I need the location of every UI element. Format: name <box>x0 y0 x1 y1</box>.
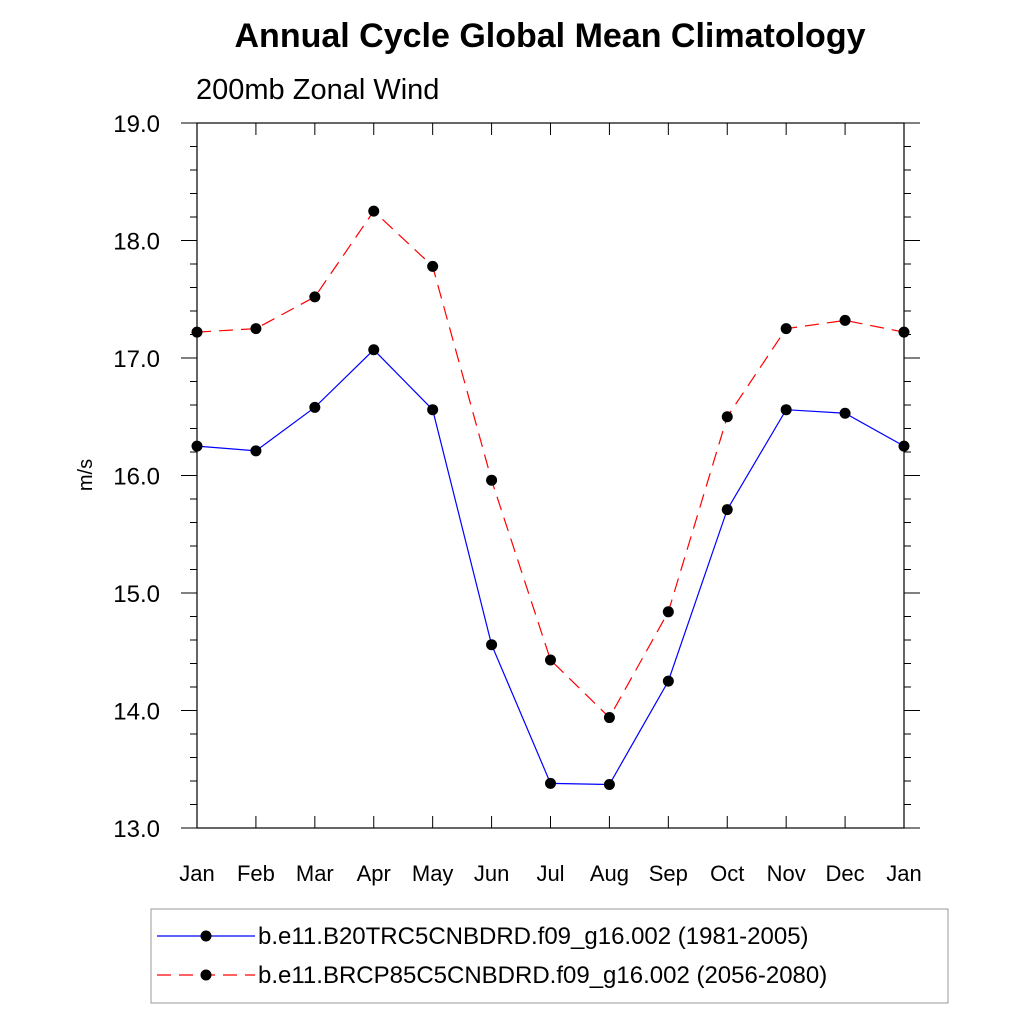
plot-frame <box>196 122 905 829</box>
x-tick-label: Nov <box>767 861 806 886</box>
data-point <box>662 606 674 618</box>
data-point <box>839 314 851 326</box>
data-point <box>486 639 498 651</box>
x-tick-label: Feb <box>237 861 275 886</box>
y-tick-label: 19.0 <box>113 111 160 138</box>
y-tick-label: 17.0 <box>113 346 160 373</box>
data-point <box>309 401 321 413</box>
x-tick-label: May <box>412 861 454 886</box>
y-tick-labels: 13.0 14.0 15.0 16.0 17.0 18.0 19.0 <box>113 111 160 843</box>
x-tick-label: Mar <box>296 861 334 886</box>
legend: b.e11.B20TRC5CNBDRD.f09_g16.002 (1981-20… <box>157 923 827 989</box>
chart-subtitle: 200mb Zonal Wind <box>196 74 439 106</box>
x-tick-label: Jan <box>179 861 214 886</box>
data-point <box>662 675 674 687</box>
data-point <box>309 291 321 303</box>
data-point <box>839 407 851 419</box>
legend-label: b.e11.B20TRC5CNBDRD.f09_g16.002 (1981-20… <box>258 923 809 950</box>
x-tick-label: Jan <box>886 861 921 886</box>
data-point <box>780 404 792 416</box>
legend-marker <box>200 930 212 942</box>
data-point <box>721 504 733 516</box>
data-point <box>603 779 615 791</box>
chart-title: Annual Cycle Global Mean Climatology <box>235 17 866 55</box>
y-tick-label: 13.0 <box>113 816 160 843</box>
legend-label: b.e11.BRCP85C5CNBDRD.f09_g16.002 (2056-2… <box>258 962 827 989</box>
y-tick-label: 18.0 <box>113 229 160 256</box>
data-point <box>191 440 203 452</box>
x-tick-label: Oct <box>710 861 744 886</box>
data-point <box>250 445 262 457</box>
data-point <box>250 323 262 335</box>
y-axis-label: m/s <box>75 459 97 491</box>
data-point <box>368 344 380 356</box>
data-point <box>427 404 439 416</box>
data-point <box>603 712 615 724</box>
x-tick-label: Dec <box>826 861 865 886</box>
x-tick-labels: Jan Feb Mar Apr May Jun Jul Aug Sep Oct Nov Dec Jan <box>179 861 921 886</box>
data-point <box>721 411 733 423</box>
series-layer <box>191 205 910 791</box>
data-point <box>368 205 380 217</box>
x-tick-label: Sep <box>649 861 688 886</box>
x-tick-label: Apr <box>357 861 391 886</box>
data-point <box>545 654 556 666</box>
x-tick-label: Jun <box>474 861 509 886</box>
y-tick-label: 15.0 <box>113 581 160 608</box>
x-tick-label: Aug <box>590 861 629 886</box>
axis-ticks <box>181 122 920 829</box>
data-point <box>545 777 556 789</box>
data-point <box>898 326 910 338</box>
legend-box <box>150 908 949 1004</box>
data-point <box>191 326 203 338</box>
series-line <box>196 348 905 786</box>
y-tick-label: 14.0 <box>113 699 160 726</box>
data-point <box>427 260 439 272</box>
data-point <box>486 474 498 486</box>
x-tick-label: Jul <box>536 861 564 886</box>
y-tick-label: 16.0 <box>113 464 160 491</box>
data-point <box>780 323 792 335</box>
data-point <box>898 440 910 452</box>
legend-marker <box>200 969 212 981</box>
series-line <box>196 210 905 719</box>
